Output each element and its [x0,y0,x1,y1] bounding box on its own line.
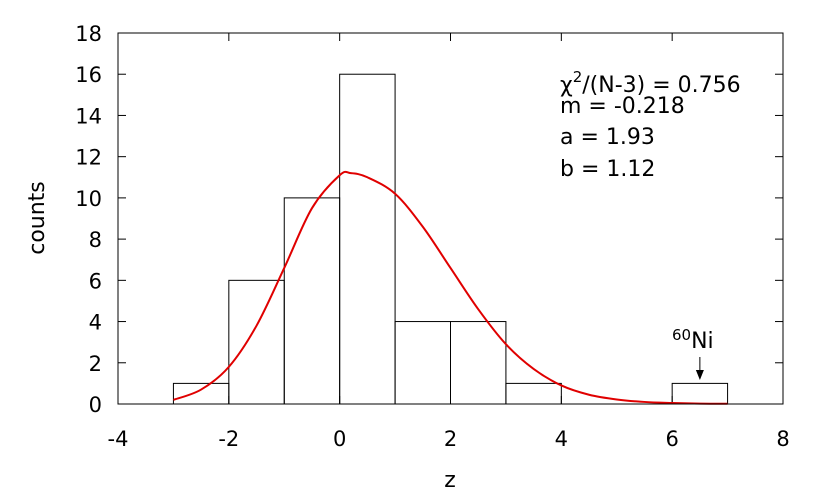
tick-labels: -4 -2 0 2 4 6 8 0 2 4 6 8 10 12 14 16 18 [75,22,789,451]
histogram-bars [172,73,729,405]
y-axis-label: counts [25,181,50,255]
ni60-arrow-head [695,370,704,380]
chi2-value: /(N-3) = 0.756 [582,73,740,98]
x-tick-label: 2 [444,427,457,451]
y-tick-label: 16 [75,63,102,87]
y-tick-label: 18 [75,22,102,46]
y-tick-label: 10 [75,187,102,211]
b-annotation: b = 1.12 [560,157,655,182]
y-tick-label: 8 [89,228,102,252]
chi2-superscript: 2 [573,68,583,86]
a-annotation: a = 1.93 [560,125,655,150]
histogram-bar [172,382,230,405]
x-tick-label: -4 [108,427,129,451]
y-tick-label: 4 [89,311,102,335]
chi2-symbol: χ [560,73,573,98]
x-tick-label: 6 [665,427,678,451]
histogram-bar [394,321,452,405]
histogram-bar [228,279,285,405]
ni60-mass-number: 60 [672,326,691,344]
y-tick-label: 0 [89,393,102,417]
y-tick-label: 14 [75,104,102,128]
y-tick-label: 12 [75,146,102,170]
x-tick-label: 4 [555,427,568,451]
histogram-bar [671,382,729,405]
fit-curve [173,170,728,405]
plot-frame [117,32,784,405]
fit-annotations: χ2/(N-3) = 0.756 m = -0.218 a = 1.93 b =… [560,68,741,380]
x-tick-label: 8 [776,427,789,451]
x-tick-label: 0 [333,427,346,451]
histogram-bar [283,197,341,405]
ni60-element: Ni [691,329,714,354]
m-annotation: m = -0.218 [560,94,685,119]
y-tick-label: 2 [89,352,102,376]
histogram-bar [505,382,562,405]
histogram-bar [339,73,396,405]
ni60-marker-label: 60Ni [672,326,714,354]
y-tick-label: 6 [89,269,102,293]
x-tick-label: -2 [218,427,239,451]
x-axis-label: z [444,468,456,493]
chi2-annotation: χ2/(N-3) = 0.756 [560,68,741,98]
